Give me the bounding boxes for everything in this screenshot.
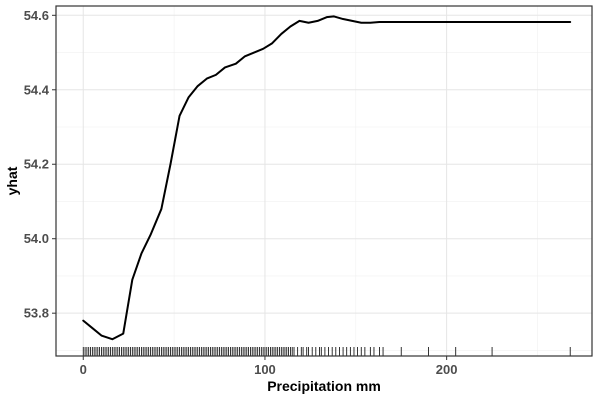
y-tick-label: 54.6 <box>24 8 49 23</box>
y-tick-label: 53.8 <box>24 306 49 321</box>
gridlines <box>56 6 592 356</box>
x-tick-label: 0 <box>80 362 87 377</box>
panel-border <box>55 5 593 357</box>
x-axis-title: Precipitation mm <box>267 378 381 394</box>
y-tick-label: 54.0 <box>24 231 49 246</box>
y-axis-title: yhat <box>4 166 20 195</box>
x-tick-label: 100 <box>254 362 276 377</box>
y-tick-label: 54.4 <box>24 82 50 97</box>
x-axis: 0 100 200 <box>80 356 458 377</box>
y-tick-label: 54.2 <box>24 157 49 172</box>
x-tick-label: 200 <box>436 362 458 377</box>
series-line <box>82 15 572 341</box>
rug-marks <box>82 347 571 356</box>
y-axis: 53.8 54.0 54.2 54.4 54.6 <box>24 8 56 321</box>
